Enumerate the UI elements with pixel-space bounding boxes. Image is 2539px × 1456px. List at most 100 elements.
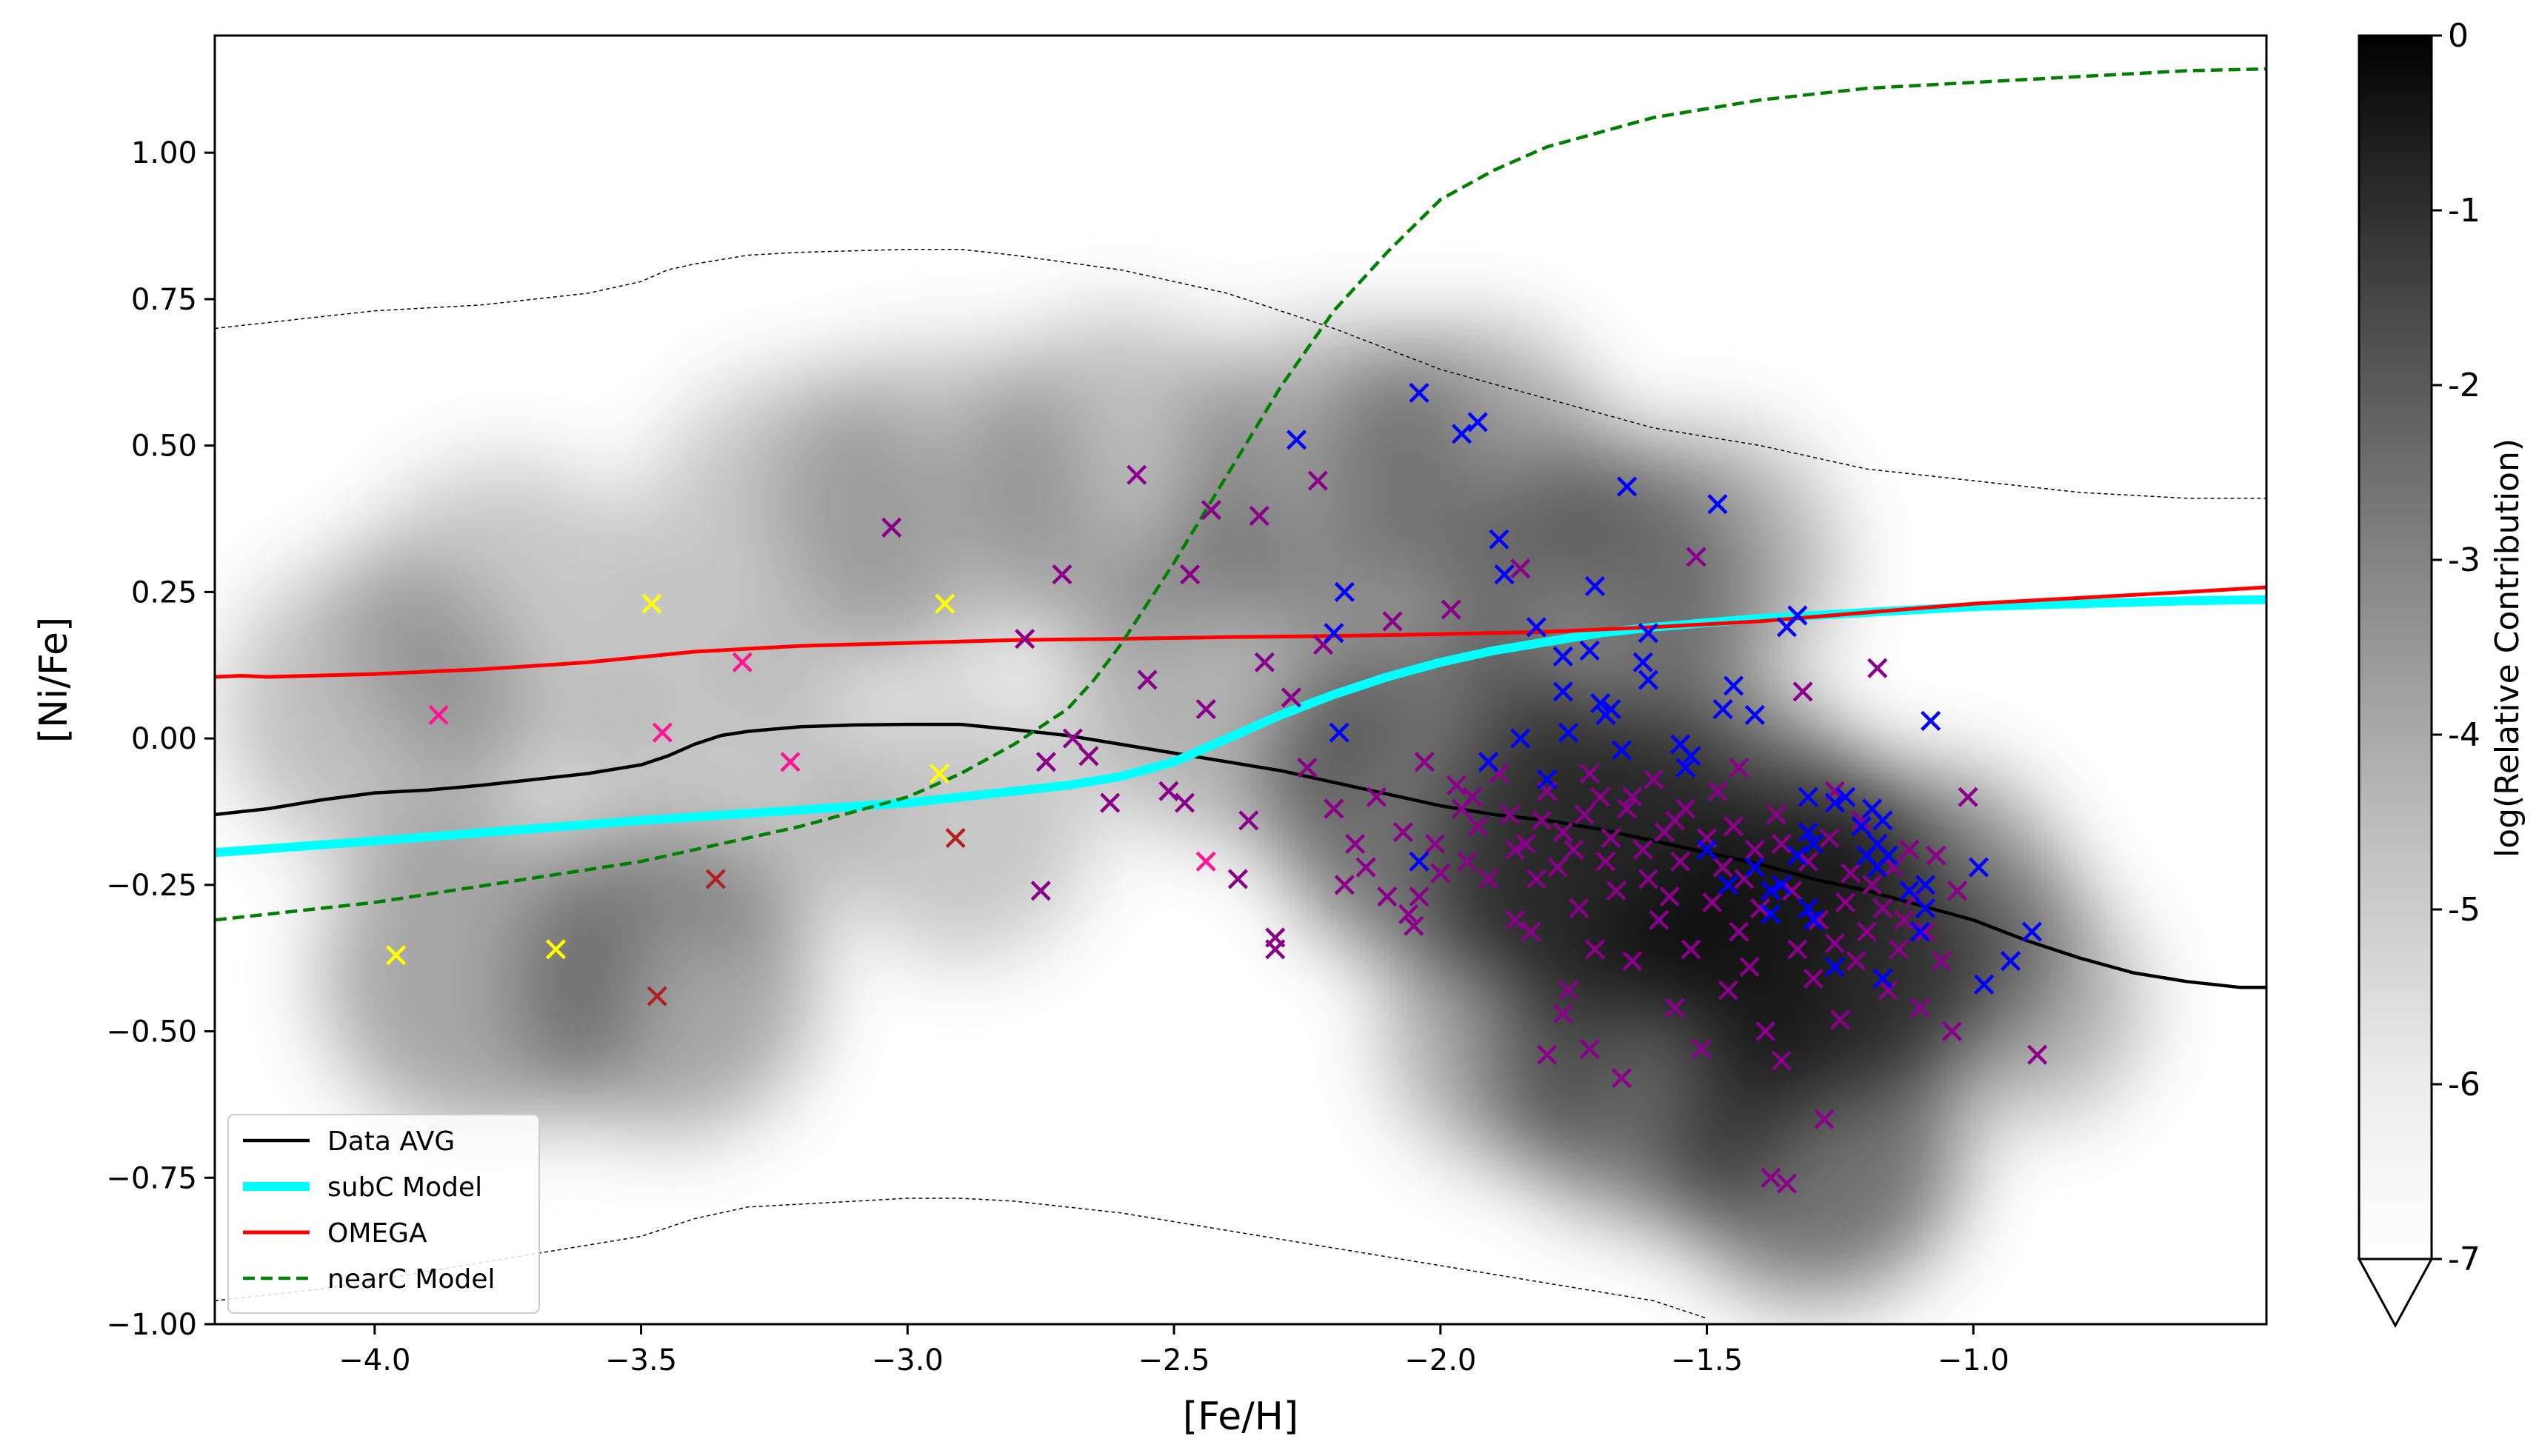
purple-point <box>1504 839 1526 860</box>
y-axis: −1.00 −0.75 −0.50 −0.25 0.00 0.25 0.50 0.75 1.00 <box>106 136 215 1342</box>
yellow-point <box>545 939 567 960</box>
y-tick-label: −0.50 <box>106 1015 197 1049</box>
purple-point <box>1776 1173 1798 1194</box>
purple-point <box>1366 787 1387 807</box>
purple-point <box>1521 921 1541 942</box>
blue-point <box>2001 951 2021 972</box>
blue-point <box>1921 710 1941 731</box>
purple-point <box>1744 839 1765 860</box>
purple-point <box>1558 980 1579 1001</box>
purple-point <box>1515 833 1536 855</box>
blue-point <box>1617 476 1638 497</box>
x-axis: −4.0 −3.5 −3.0 −2.5 −2.0 −1.5 −1.0 <box>338 1324 2009 1377</box>
purple-point <box>1062 728 1083 749</box>
blue-point <box>1803 833 1824 855</box>
density-blob <box>1573 429 1841 696</box>
blue-point <box>1579 640 1600 661</box>
blue-point <box>1744 704 1765 726</box>
purple-point <box>1611 1068 1632 1089</box>
plot-area <box>213 34 2268 1326</box>
purple-point <box>1947 881 1968 901</box>
yellow-point <box>929 763 950 784</box>
upper-envelope-line <box>215 248 2266 499</box>
purple-point <box>1702 892 1723 913</box>
purple-point <box>1606 881 1627 901</box>
blue-point <box>1771 875 1792 895</box>
blue-point <box>2021 921 2043 942</box>
purple-point <box>1824 933 1845 954</box>
legend-label: OMEGA <box>327 1218 427 1249</box>
y-axis-title: [Ni/Fe] <box>32 617 76 744</box>
density-blob <box>1387 898 1654 1165</box>
purple-point <box>1569 898 1589 919</box>
purple-point <box>1638 869 1658 889</box>
blue-point <box>1478 752 1499 772</box>
purple-point <box>1712 857 1733 878</box>
purple-point <box>1297 758 1318 778</box>
legend-label: subC Model <box>327 1172 482 1203</box>
density-blob <box>347 461 668 781</box>
purple-point <box>1664 810 1685 831</box>
purple-point <box>1377 886 1398 907</box>
y-tick-label: −0.75 <box>106 1161 197 1195</box>
colorbar-tick-label: -5 <box>2448 891 2480 929</box>
yellow-point <box>386 945 407 966</box>
blue-point <box>1872 968 1893 989</box>
yellow-point <box>935 593 955 614</box>
purple-point <box>1766 804 1786 825</box>
purple-point <box>1829 1009 1851 1030</box>
pink-point <box>732 652 753 672</box>
purple-point <box>1644 769 1664 790</box>
purple-point <box>1861 875 1883 895</box>
blue-point <box>1595 704 1616 726</box>
purple-point <box>1941 1021 1963 1042</box>
pink-point <box>1195 851 1216 872</box>
purple-point <box>1414 752 1435 772</box>
purple-point <box>1729 758 1749 778</box>
purple-point <box>1622 787 1643 807</box>
purple-point <box>1526 869 1547 889</box>
colorbar-tick-label: -2 <box>2448 367 2480 404</box>
blue-point <box>1744 857 1765 878</box>
x-tick-label: −1.0 <box>1938 1343 2009 1377</box>
blue-point <box>1776 617 1798 638</box>
purple-point <box>1078 746 1099 767</box>
omega-line <box>215 585 2266 679</box>
purple-point <box>1345 833 1366 855</box>
purple-point <box>1681 939 1701 960</box>
x-tick-label: −4.0 <box>338 1343 410 1377</box>
model-lines <box>215 67 2266 989</box>
purple-point <box>1467 816 1488 837</box>
density-blob <box>572 647 870 946</box>
blue-point <box>1723 675 1744 696</box>
purple-point <box>1334 875 1355 895</box>
blue-point <box>1872 810 1893 831</box>
purple-point <box>1841 863 1861 884</box>
purple-point <box>1739 956 1760 978</box>
x-tick-label: −3.0 <box>872 1343 944 1377</box>
x-tick-label: −2.5 <box>1138 1343 1210 1377</box>
purple-point <box>1883 857 1904 878</box>
y-tick-label: −1.00 <box>106 1308 197 1342</box>
x-tick-label: −2.0 <box>1404 1343 1476 1377</box>
blue-point <box>1558 722 1579 743</box>
purple-point <box>1723 816 1744 837</box>
blue-point <box>1761 881 1781 901</box>
purple-point <box>1324 798 1344 819</box>
scatter-points <box>386 382 2048 1194</box>
purple-point <box>1382 611 1403 632</box>
y-tick-label: 1.00 <box>131 136 197 170</box>
blue-point <box>1552 646 1573 667</box>
blue-point <box>1590 693 1611 714</box>
purple-point <box>1617 798 1638 819</box>
yellow-point <box>641 593 662 614</box>
blue-point <box>1494 564 1515 585</box>
blue-point <box>1718 875 1738 895</box>
colorbar-tick-label: -4 <box>2448 716 2480 754</box>
blue-point <box>1798 898 1818 919</box>
purple-point <box>1564 839 1584 860</box>
blue-point <box>1675 758 1696 778</box>
purple-point <box>1174 792 1195 813</box>
blue-point <box>1761 904 1781 924</box>
nearc-model-line <box>215 67 2266 922</box>
